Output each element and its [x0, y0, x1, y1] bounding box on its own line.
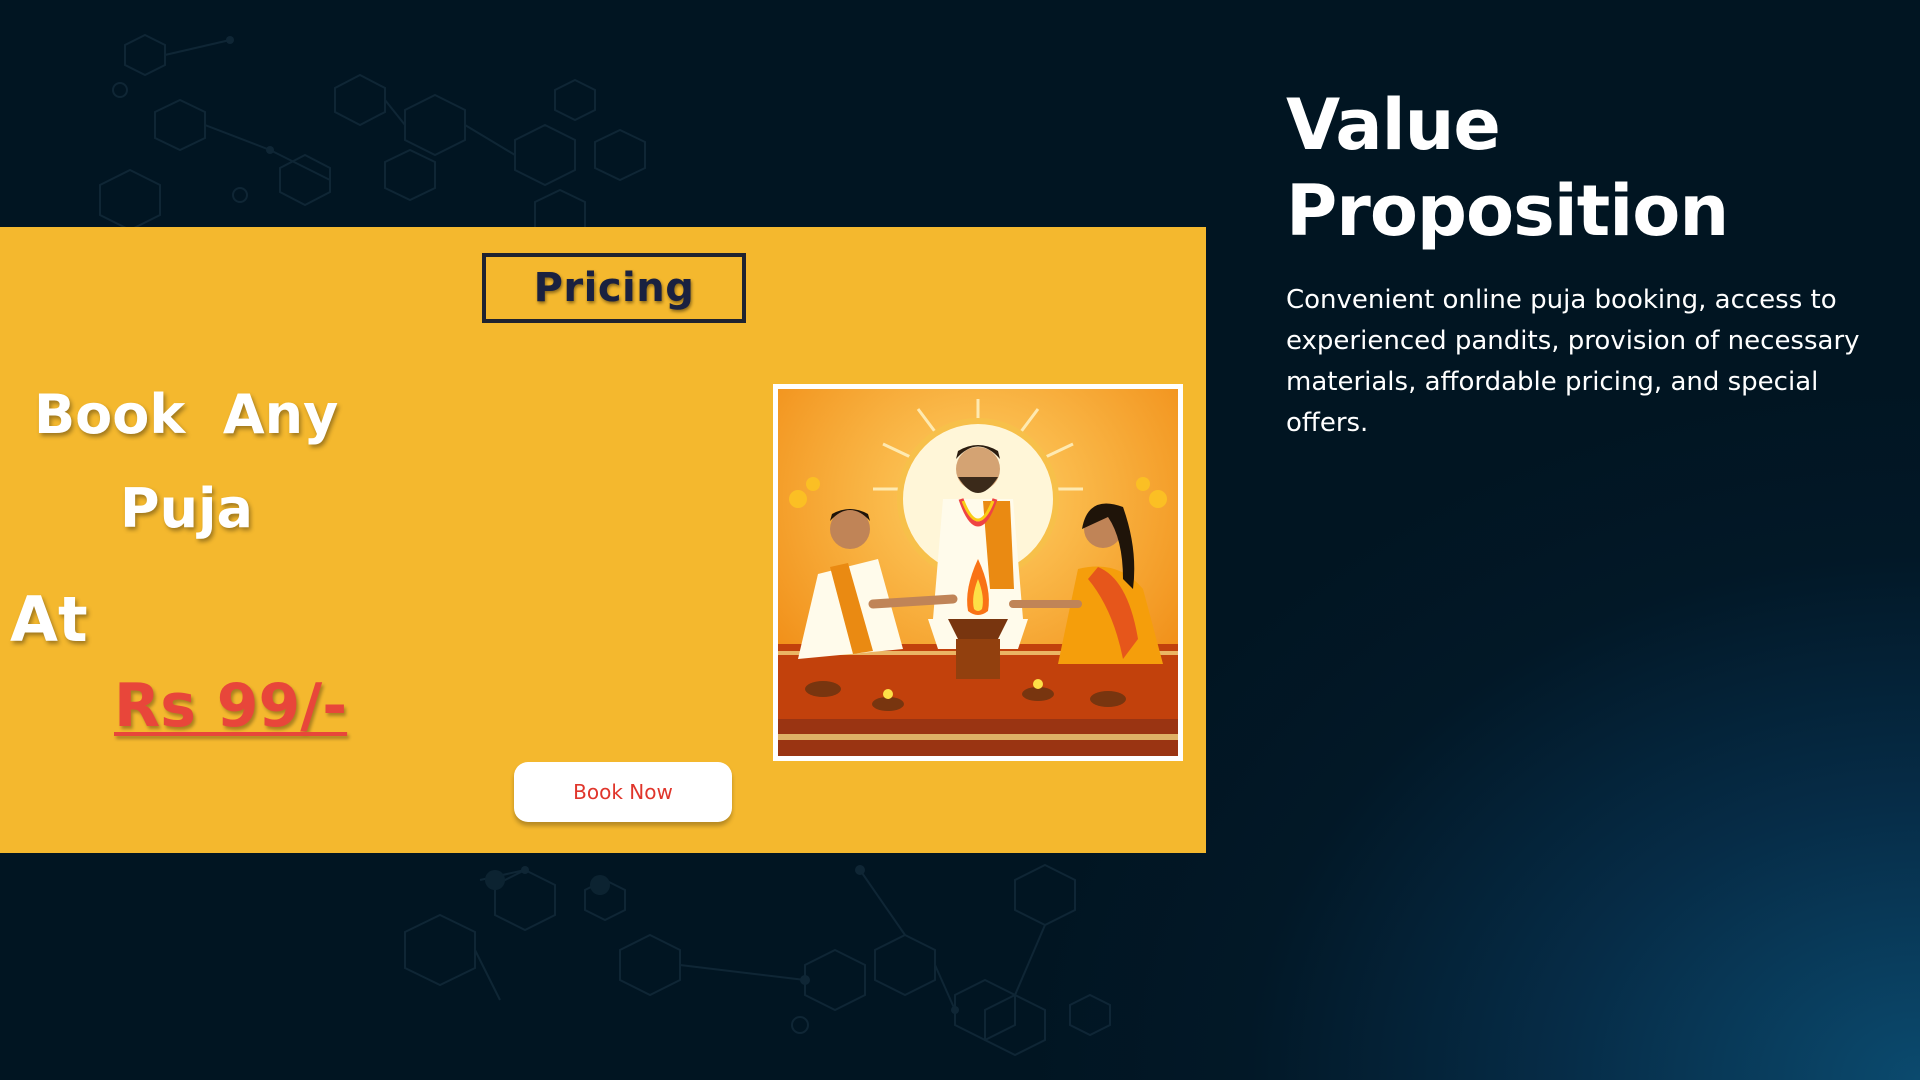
value-proposition-title: Value Proposition: [1286, 84, 1729, 252]
headline-puja: Puja: [120, 477, 253, 540]
headline-at: At: [10, 583, 88, 656]
price-label: Rs 99/-: [114, 671, 348, 741]
value-proposition-body: Convenient online puja booking, access t…: [1286, 285, 1860, 438]
puja-illustration-frame: [773, 384, 1183, 761]
pricing-heading-box: Pricing: [482, 253, 746, 323]
pricing-heading: Pricing: [533, 265, 695, 311]
pricing-panel: Pricing Book Any Puja At Rs 99/- Book No…: [0, 227, 1206, 853]
headline-book-any: Book Any: [34, 383, 339, 446]
puja-ceremony-illustration-icon: [778, 389, 1178, 756]
book-now-button[interactable]: Book Now: [514, 762, 732, 822]
